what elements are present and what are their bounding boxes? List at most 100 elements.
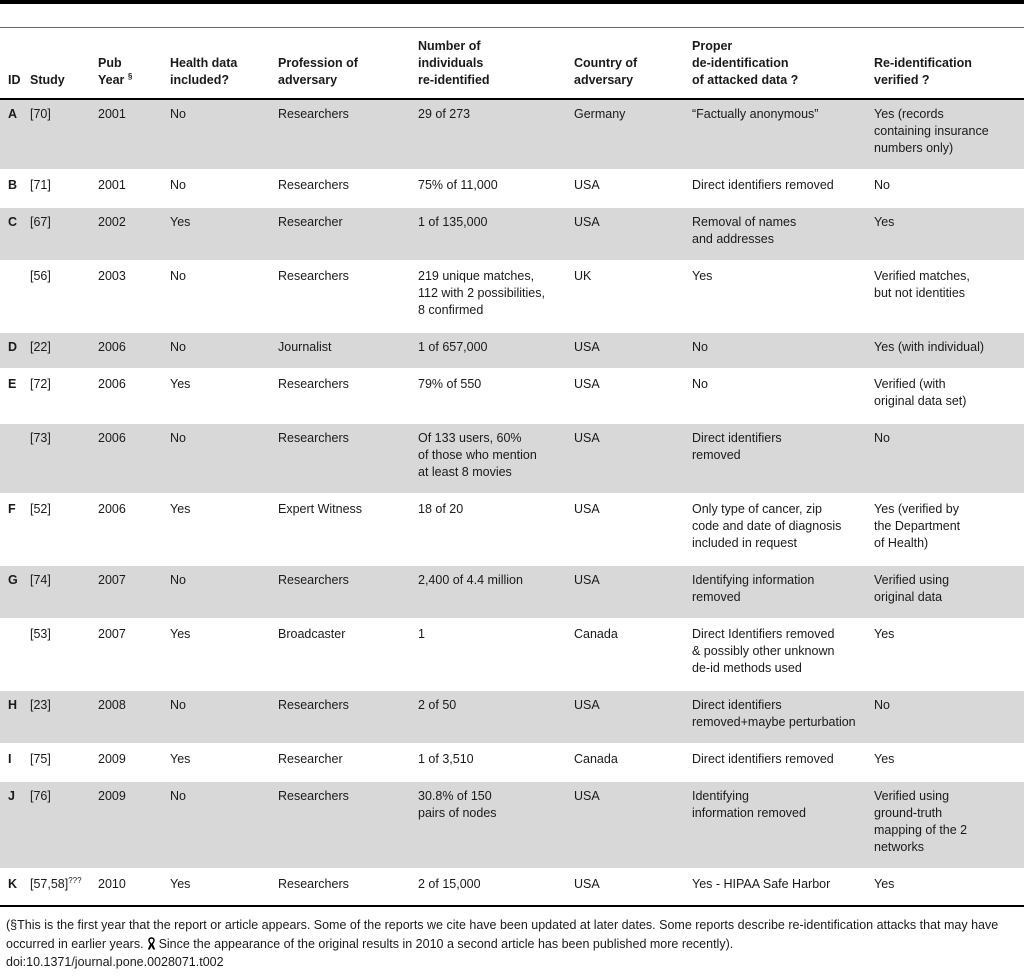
cell-study: [74]: [30, 573, 51, 587]
cell-id: A: [8, 107, 18, 121]
cell-study: [72]: [30, 377, 51, 391]
table-row: I [75] 2009 Yes Researcher 1 of 3,510 Ca…: [0, 744, 1024, 781]
cell-deid: Only type of cancer, zip code and date o…: [692, 502, 842, 550]
cell-profession: Researchers: [278, 877, 349, 891]
cell-pub-year: 2006: [98, 340, 126, 354]
cell-id: B: [8, 178, 18, 192]
cell-id: [0, 423, 30, 494]
table-row: H [23] 2008 No Researchers 2 of 50 USA D…: [0, 690, 1024, 744]
cell-id: C: [8, 215, 18, 229]
cell-pub-year: 2006: [98, 431, 126, 445]
table-row: [53] 2007 Yes Broadcaster 1 Canada Direc…: [0, 619, 1024, 690]
cell-number-reidentified: 1 of 657,000: [418, 340, 488, 354]
cell-profession: Researcher: [278, 215, 343, 229]
cell-id: I: [8, 752, 12, 766]
cell-country: USA: [574, 698, 600, 712]
cell-pub-year: 2008: [98, 698, 126, 712]
cell-deid: Direct identifiers removed+maybe perturb…: [692, 698, 856, 729]
cell-number-reidentified: 2 of 50: [418, 698, 457, 712]
table-row: F [52] 2006 Yes Expert Witness 18 of 20 …: [0, 494, 1024, 565]
cell-health-data: Yes: [170, 502, 191, 516]
cell-pub-year: 2003: [98, 269, 126, 283]
cell-verified: No: [874, 698, 890, 712]
cell-verified: No: [874, 178, 890, 192]
cell-study: [56]: [30, 269, 51, 283]
cell-id: D: [8, 340, 18, 354]
cell-pub-year: 2007: [98, 573, 126, 587]
cell-pub-year: 2002: [98, 215, 126, 229]
top-rule: [0, 0, 1024, 4]
table-row: A [70] 2001 No Researchers 29 of 273 Ger…: [0, 99, 1024, 170]
cell-health-data: No: [170, 573, 186, 587]
cell-number-reidentified: 219 unique matches, 112 with 2 possibili…: [418, 269, 545, 317]
cell-pub-year: 2006: [98, 502, 126, 516]
cell-profession: Expert Witness: [278, 502, 363, 516]
cell-country: USA: [574, 215, 600, 229]
cell-profession: Researcher: [278, 752, 343, 766]
cell-profession: Broadcaster: [278, 627, 346, 641]
cell-id: [0, 619, 30, 690]
cell-pub-year: 2007: [98, 627, 126, 641]
cell-id: G: [8, 573, 18, 587]
cell-country: USA: [574, 877, 600, 891]
cell-profession: Researchers: [278, 269, 349, 283]
cell-pub-year: 2009: [98, 752, 126, 766]
cell-verified: Verified (with original data set): [874, 377, 967, 408]
cell-study: [53]: [30, 627, 51, 641]
cell-profession: Researchers: [278, 573, 349, 587]
cell-deid: “Factually anonymous”: [692, 107, 819, 121]
cell-number-reidentified: 2 of 15,000: [418, 877, 481, 891]
cell-verified: Yes (with individual): [874, 340, 985, 354]
cell-id: F: [8, 502, 16, 516]
cell-health-data: Yes: [170, 627, 191, 641]
col-header-profession: Profession of adversary: [278, 56, 358, 87]
cell-number-reidentified: 29 of 273: [418, 107, 471, 121]
cell-study: [52]: [30, 502, 51, 516]
cell-deid: Removal of names and addresses: [692, 215, 797, 246]
cell-country: USA: [574, 431, 600, 445]
table-row: B [71] 2001 No Researchers 75% of 11,000…: [0, 170, 1024, 207]
cell-country: USA: [574, 502, 600, 516]
cell-pub-year: 2006: [98, 377, 126, 391]
cell-health-data: Yes: [170, 215, 191, 229]
col-header-id: ID: [8, 73, 21, 87]
cell-pub-year: 2001: [98, 107, 126, 121]
cell-study: [76]: [30, 789, 51, 803]
cell-verified: Verified matches, but not identities: [874, 269, 970, 300]
cell-deid: No: [692, 340, 708, 354]
cell-pub-year: 2010: [98, 877, 126, 891]
doi-line: doi:10.1371/journal.pone.0028071.t002: [6, 955, 224, 969]
cell-verified: Yes: [874, 752, 895, 766]
cell-study: [23]: [30, 698, 51, 712]
cell-study: [71]: [30, 178, 51, 192]
cell-deid: Yes: [692, 269, 713, 283]
cell-study: [73]: [30, 431, 51, 445]
cell-number-reidentified: 18 of 20: [418, 502, 464, 516]
cell-number-reidentified: 75% of 11,000: [418, 178, 498, 192]
cell-country: USA: [574, 377, 600, 391]
cell-verified: Yes (records containing insurance number…: [874, 107, 989, 155]
cell-number-reidentified: Of 133 users, 60% of those who mention a…: [418, 431, 537, 479]
cell-deid: Direct identifiers removed: [692, 431, 782, 462]
cell-health-data: No: [170, 107, 186, 121]
cell-profession: Journalist: [278, 340, 332, 354]
cell-health-data: Yes: [170, 377, 191, 391]
cell-deid: Direct Identifiers removed & possibly ot…: [692, 627, 835, 675]
cell-health-data: No: [170, 431, 186, 445]
header-row: ID Study Pub Year § Health data included…: [0, 28, 1024, 99]
cell-health-data: No: [170, 698, 186, 712]
cell-deid: Identifying information removed: [692, 573, 815, 604]
cell-health-data: Yes: [170, 877, 191, 891]
table-row: K [57,58]??? 2010 Yes Researchers 2 of 1…: [0, 869, 1024, 906]
cell-health-data: Yes: [170, 752, 191, 766]
caption-divider-rule: [0, 27, 1024, 28]
col-header-verified: Re-identification verified ?: [874, 56, 972, 87]
cell-country: Canada: [574, 627, 618, 641]
cell-verified: Yes: [874, 627, 895, 641]
cell-country: UK: [574, 269, 592, 283]
cell-country: USA: [574, 178, 600, 192]
cell-country: USA: [574, 573, 600, 587]
study-footnote-mark: ???: [68, 875, 82, 885]
cell-study: [22]: [30, 340, 51, 354]
